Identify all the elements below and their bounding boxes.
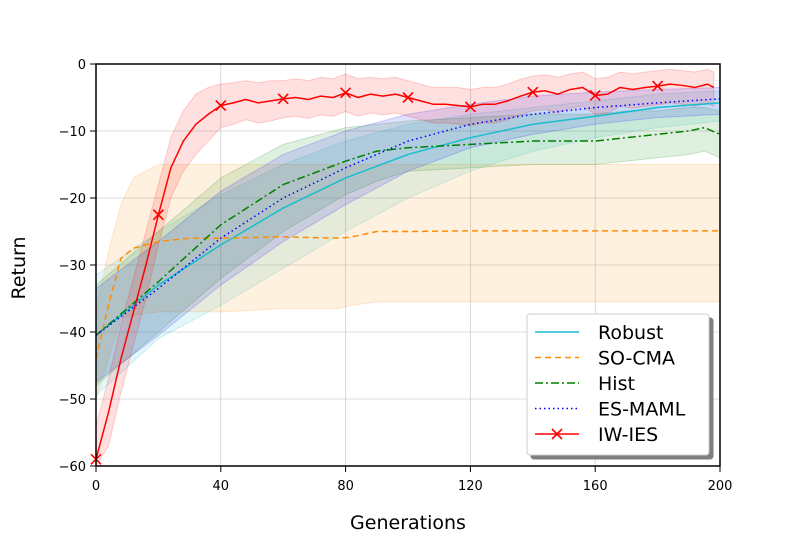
- x-axis-label: Generations: [350, 512, 466, 533]
- iw-ies-band: [96, 68, 715, 466]
- marker-stroke: [277, 93, 289, 105]
- iw-ies-marker: [652, 80, 664, 92]
- x-tick-label: 120: [458, 479, 483, 494]
- iw-ies-marker: [589, 89, 601, 102]
- marker-stroke: [215, 99, 227, 112]
- marker-stroke: [152, 209, 164, 221]
- confidence-bands: [96, 68, 720, 466]
- y-tick-label: −30: [59, 259, 86, 274]
- y-tick-label: −40: [59, 326, 86, 341]
- iw-ies-marker: [277, 93, 289, 105]
- legend-label-es-maml: ES-MAML: [598, 399, 686, 421]
- iw-ies-marker: [152, 209, 164, 221]
- marker-stroke: [464, 101, 476, 113]
- x-tick-label: 200: [708, 479, 733, 494]
- y-tick-label: −20: [59, 192, 86, 207]
- iw-ies-marker: [402, 91, 414, 104]
- y-axis-label: Return: [8, 236, 30, 299]
- es-maml-band: [96, 86, 720, 383]
- marker-stroke: [527, 86, 539, 98]
- so-cma-band: [96, 164, 720, 400]
- legend-label-so-cma: SO-CMA: [598, 348, 675, 370]
- legend-label-iw-ies: IW-IES: [598, 424, 658, 446]
- marker-stroke: [652, 80, 664, 92]
- x-tick-label: 160: [583, 479, 608, 494]
- x-tick-label: 0: [92, 479, 100, 494]
- x-tick-label: 40: [213, 479, 230, 494]
- legend-label-robust: Robust: [598, 322, 663, 344]
- x-tick-label: 80: [337, 479, 354, 494]
- iw-ies-marker: [464, 101, 476, 113]
- marker-stroke: [402, 91, 414, 104]
- robust-line: [96, 102, 720, 336]
- y-tick-label: −10: [59, 125, 86, 140]
- iw-ies-marker: [527, 86, 539, 98]
- y-tick-label: −50: [59, 393, 86, 408]
- y-tick-label: −60: [59, 460, 86, 475]
- y-tick-label: 0: [78, 58, 86, 73]
- es-maml-line: [96, 98, 720, 336]
- legend-marker: [551, 428, 563, 440]
- iw-ies-marker: [215, 99, 227, 112]
- marker-stroke: [340, 87, 352, 99]
- hist-line: [96, 126, 720, 336]
- hist-band: [96, 107, 720, 387]
- iw-ies-marker: [340, 87, 352, 99]
- so-cma-line: [96, 230, 720, 359]
- legend: Robust SO-CMA Hist ES-MAML IW-IES: [526, 313, 710, 456]
- legend-label-hist: Hist: [598, 373, 635, 395]
- axis-ticks: 0 40 80 120 160 200 0 −10 −20 −30 −40 −50 −60: [59, 58, 733, 494]
- robust-band: [96, 90, 720, 397]
- marker-stroke: [589, 89, 601, 102]
- legend-box: [526, 313, 710, 456]
